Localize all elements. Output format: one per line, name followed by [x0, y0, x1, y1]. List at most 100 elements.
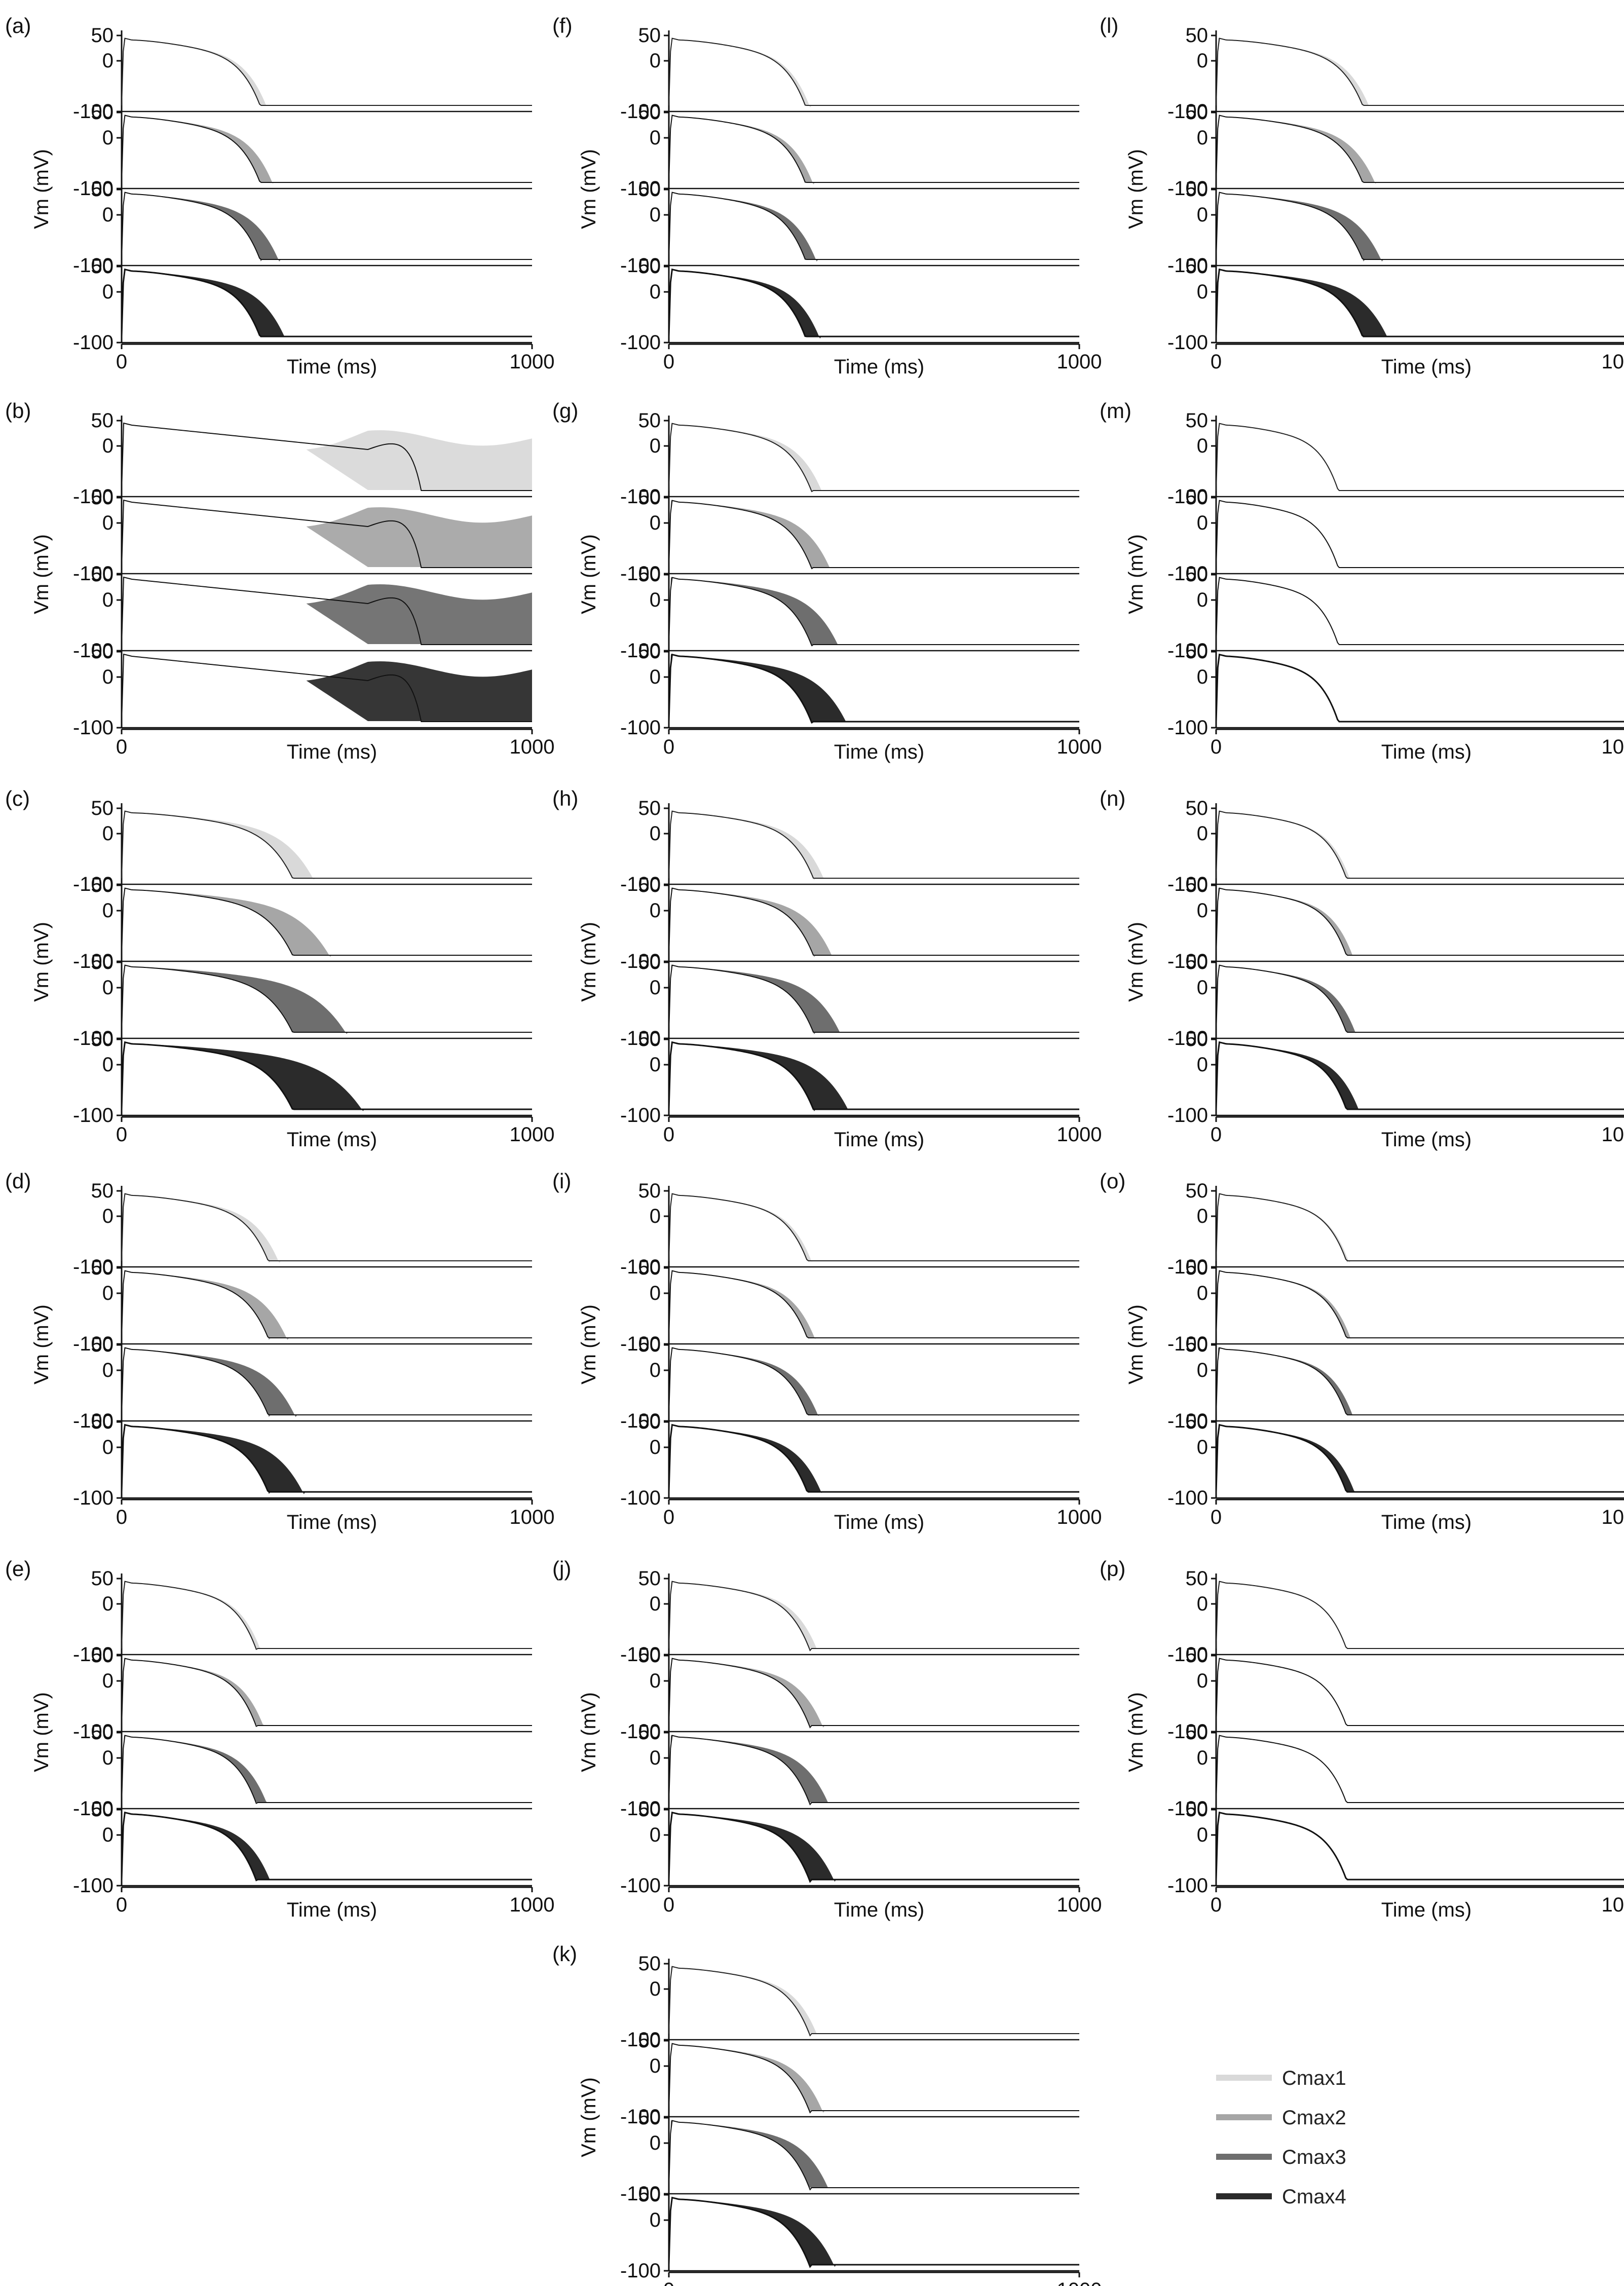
y-axis-label: Vm (mV): [30, 149, 53, 229]
y-tick-label: -100: [620, 100, 661, 123]
trace-4: 50 0 -100: [73, 1028, 532, 1127]
y-axis-label: Vm (mV): [578, 1692, 600, 1772]
trace-4: 50 0 -100: [1167, 255, 1624, 354]
x-axis-label: Time (ms): [1381, 356, 1471, 378]
y-tick-label: 50: [638, 178, 661, 201]
y-tick-label: 50: [638, 1334, 661, 1356]
y-tick-label: -100: [1167, 1875, 1208, 1897]
y-tick-label: -100: [73, 1487, 114, 1509]
ap-trace: [1216, 115, 1624, 183]
y-tick-label: 0: [102, 1670, 114, 1692]
y-tick-label: -100: [1167, 1720, 1208, 1743]
ap-trace: [668, 1041, 1079, 1110]
x-tick-label: 1000: [510, 736, 555, 758]
y-tick-label: -100: [73, 1027, 114, 1050]
ap-trace: [1216, 500, 1624, 568]
x-axis: 0 10 Time (ms): [1211, 1498, 1624, 1533]
variability-band: [122, 269, 290, 338]
y-tick-label: 50: [638, 1567, 661, 1590]
variability-band: [122, 1658, 269, 1726]
trace-2: 50 0 -100: [620, 874, 1079, 972]
legend-label: Cmax4: [1282, 2186, 1346, 2208]
y-tick-label: -100: [1167, 563, 1208, 585]
y-tick-label: -100: [620, 640, 661, 662]
ap-trace: [668, 2196, 1079, 2268]
y-tick-label: 50: [1186, 1721, 1208, 1744]
variability-band: [122, 888, 335, 957]
variability-band: [122, 1425, 309, 1494]
y-tick-label: 50: [1186, 255, 1208, 278]
y-tick-label: 50: [1186, 24, 1208, 47]
y-tick-label: 0: [1197, 1054, 1208, 1076]
y-tick-label: -100: [1167, 485, 1208, 508]
y-tick-label: -100: [620, 563, 661, 585]
y-tick-label: 50: [638, 641, 661, 663]
y-tick-label: -100: [73, 1875, 114, 1897]
y-tick-label: -100: [1167, 177, 1208, 200]
x-axis-label: Time (ms): [834, 2284, 924, 2286]
variability-band: [1216, 1193, 1354, 1263]
variability-band: [669, 577, 844, 647]
y-tick-label: -100: [73, 1720, 114, 1743]
y-tick-label: 50: [638, 1411, 661, 1433]
trace-1: 50 0 -100: [1167, 797, 1624, 895]
ap-trace: [121, 1270, 532, 1338]
trace-4: 50 0 -100: [620, 1028, 1079, 1127]
trace-4: 50 0 -100: [620, 2184, 1079, 2282]
y-tick-label: -100: [1167, 1797, 1208, 1820]
variability-band: [122, 811, 319, 880]
y-tick-label: -100: [1167, 717, 1208, 739]
variability-band: [122, 1735, 272, 1803]
ap-trace: [1216, 964, 1624, 1033]
variability-band: [669, 423, 827, 493]
trace-2: 50 0 -100: [73, 874, 532, 972]
y-tick-label: 50: [1186, 1257, 1208, 1279]
variability-band: [669, 2120, 834, 2188]
x-axis: 0 10 Time (ms): [1211, 1886, 1624, 1921]
trace-3: 50 0 -100: [1167, 1334, 1624, 1432]
panel-label: (m): [1100, 399, 1131, 423]
y-axis-label: Vm (mV): [1125, 922, 1147, 1002]
trace-2: 50 0 -100: [1167, 486, 1624, 585]
y-tick-label: -100: [73, 563, 114, 585]
variability-band: [669, 1812, 840, 1882]
x-tick-label: 0: [116, 1894, 127, 1916]
y-tick-label: -100: [73, 1643, 114, 1666]
x-tick-label: 0: [663, 2279, 674, 2286]
y-tick-label: -100: [73, 1797, 114, 1820]
ap-trace: [121, 1581, 532, 1650]
y-tick-label: 50: [91, 24, 114, 47]
y-tick-label: 0: [102, 822, 114, 845]
x-tick-label: 10: [1602, 1506, 1624, 1528]
y-tick-label: -100: [73, 1333, 114, 1355]
y-tick-label: 0: [102, 435, 114, 457]
legend-item-cmax2: Cmax2: [1216, 2107, 1346, 2129]
x-tick-label: 10: [1602, 736, 1624, 758]
legend-item-cmax3: Cmax3: [1216, 2146, 1346, 2168]
x-tick-label: 0: [116, 351, 127, 373]
ap-trace: [668, 1735, 1079, 1806]
ap-trace: [121, 1423, 532, 1493]
trace-3: 50 0 -100: [73, 1334, 532, 1432]
trace-1: 50 0 -100: [73, 24, 532, 123]
panel-label: (e): [5, 1557, 31, 1581]
ap-trace: [668, 423, 1079, 493]
x-axis-label: Time (ms): [1381, 1511, 1471, 1533]
ap-trace: [668, 1811, 1079, 1883]
y-tick-label: 50: [638, 2107, 661, 2129]
trace-2: 50 0 -100: [73, 1644, 532, 1743]
y-tick-label: 50: [91, 874, 114, 896]
y-tick-label: 50: [638, 2184, 661, 2206]
x-axis: 0 1000 Time (ms): [116, 343, 554, 378]
y-tick-label: 50: [91, 1567, 114, 1590]
y-tick-label: 50: [1186, 1334, 1208, 1356]
y-tick-label: -100: [1167, 1104, 1208, 1127]
